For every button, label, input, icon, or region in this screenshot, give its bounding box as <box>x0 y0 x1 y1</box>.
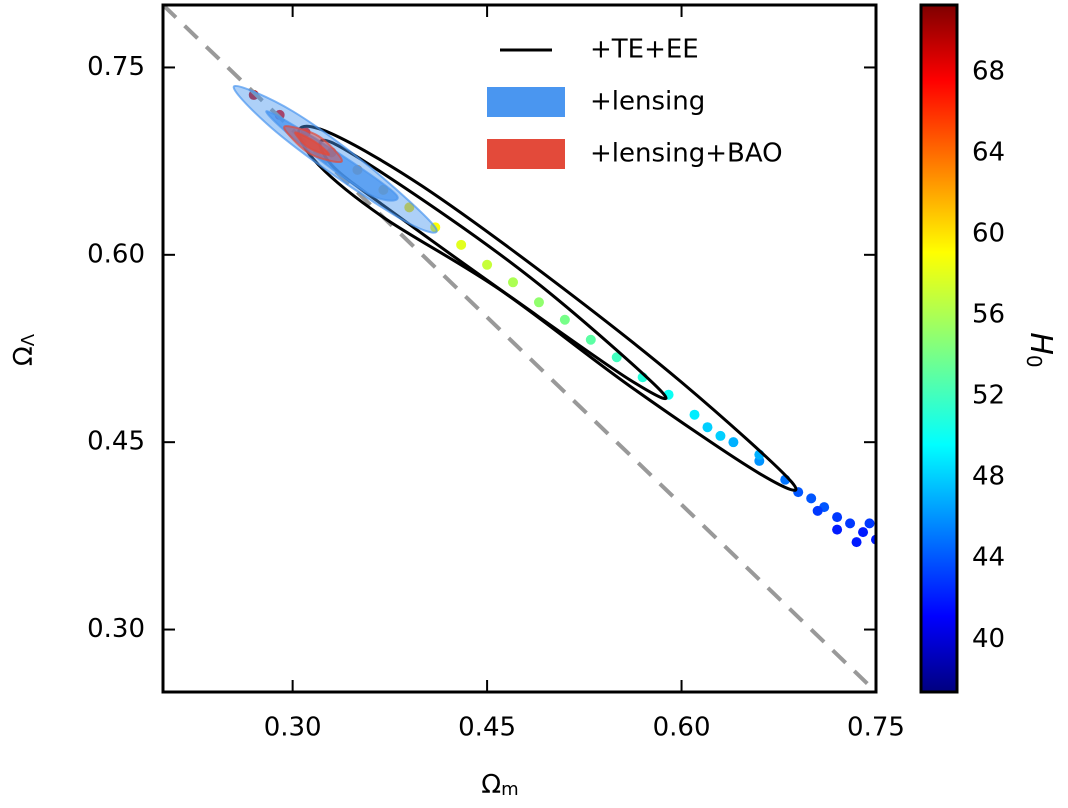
colorbar-label-symbol: H <box>1024 332 1059 355</box>
scatter-point <box>533 297 544 308</box>
colorbar-label-sub: 0 <box>1023 355 1047 368</box>
x-tick-label: 0.45 <box>458 713 516 743</box>
x-tick-label: 0.60 <box>653 713 711 743</box>
scatter-point <box>806 493 817 504</box>
scatter-point <box>812 505 823 516</box>
legend: +TE+EE +lensing +lensing+BAO <box>487 35 783 169</box>
scatter-point <box>611 352 622 363</box>
scatter-point <box>689 409 700 420</box>
colorbar-tick-label: 48 <box>972 462 1005 492</box>
scatter-point <box>864 518 875 529</box>
scatter-point <box>845 518 856 529</box>
y-label-symbol: Ω <box>9 346 39 366</box>
plot-frame <box>161 3 878 694</box>
x-axis-label: Ωm <box>481 770 518 801</box>
scatter-point <box>851 537 862 548</box>
y-axis-label: ΩΛ <box>9 333 40 366</box>
scatter-point <box>858 527 869 538</box>
colorbar <box>919 3 959 694</box>
y-tick-label: 0.60 <box>87 239 145 269</box>
x-tick-label: 0.75 <box>847 713 905 743</box>
scatter-point <box>832 524 843 535</box>
scatter-point <box>585 334 596 345</box>
scatter-point <box>508 277 519 288</box>
colorbar-tick-label: 52 <box>972 381 1005 411</box>
x-label-sub: m <box>501 779 519 800</box>
colorbar-tick-label: 60 <box>972 219 1005 249</box>
legend-swatch <box>487 139 565 169</box>
scatter-point <box>404 202 415 213</box>
colorbar-tick-label: 64 <box>972 137 1005 167</box>
scatter-point <box>728 437 739 448</box>
colorbar-tick-label: 68 <box>972 56 1005 86</box>
scatter-point <box>702 422 713 433</box>
legend-label: +lensing+BAO <box>590 139 783 169</box>
x-label-symbol: Ω <box>481 770 501 800</box>
colorbar-tick-label: 56 <box>972 300 1005 330</box>
legend-label: +lensing <box>590 87 705 117</box>
contour <box>294 131 330 156</box>
y-label-sub: Λ <box>18 333 39 346</box>
scatter-point <box>456 239 467 250</box>
scatter-point <box>482 259 493 270</box>
colorbar-tick-label: 44 <box>972 543 1005 573</box>
scatter-point <box>715 430 726 441</box>
y-tick-label: 0.75 <box>87 52 145 82</box>
plot-area <box>163 5 876 692</box>
colorbar-tick-label: 40 <box>972 624 1005 654</box>
x-tick-label: 0.30 <box>264 713 322 743</box>
legend-swatch <box>487 87 565 117</box>
axes: 0.30 0.45 0.60 0.75 0.30 0.45 0.60 0.75 40 44 48 52… <box>87 5 1005 743</box>
scatter-point <box>832 512 843 523</box>
y-tick-label: 0.45 <box>87 427 145 457</box>
colorbar-label: H0 <box>1023 332 1059 367</box>
contour <box>297 124 798 492</box>
scatter-point <box>559 314 570 325</box>
legend-label: +TE+EE <box>590 35 699 65</box>
y-tick-label: 0.30 <box>87 614 145 644</box>
